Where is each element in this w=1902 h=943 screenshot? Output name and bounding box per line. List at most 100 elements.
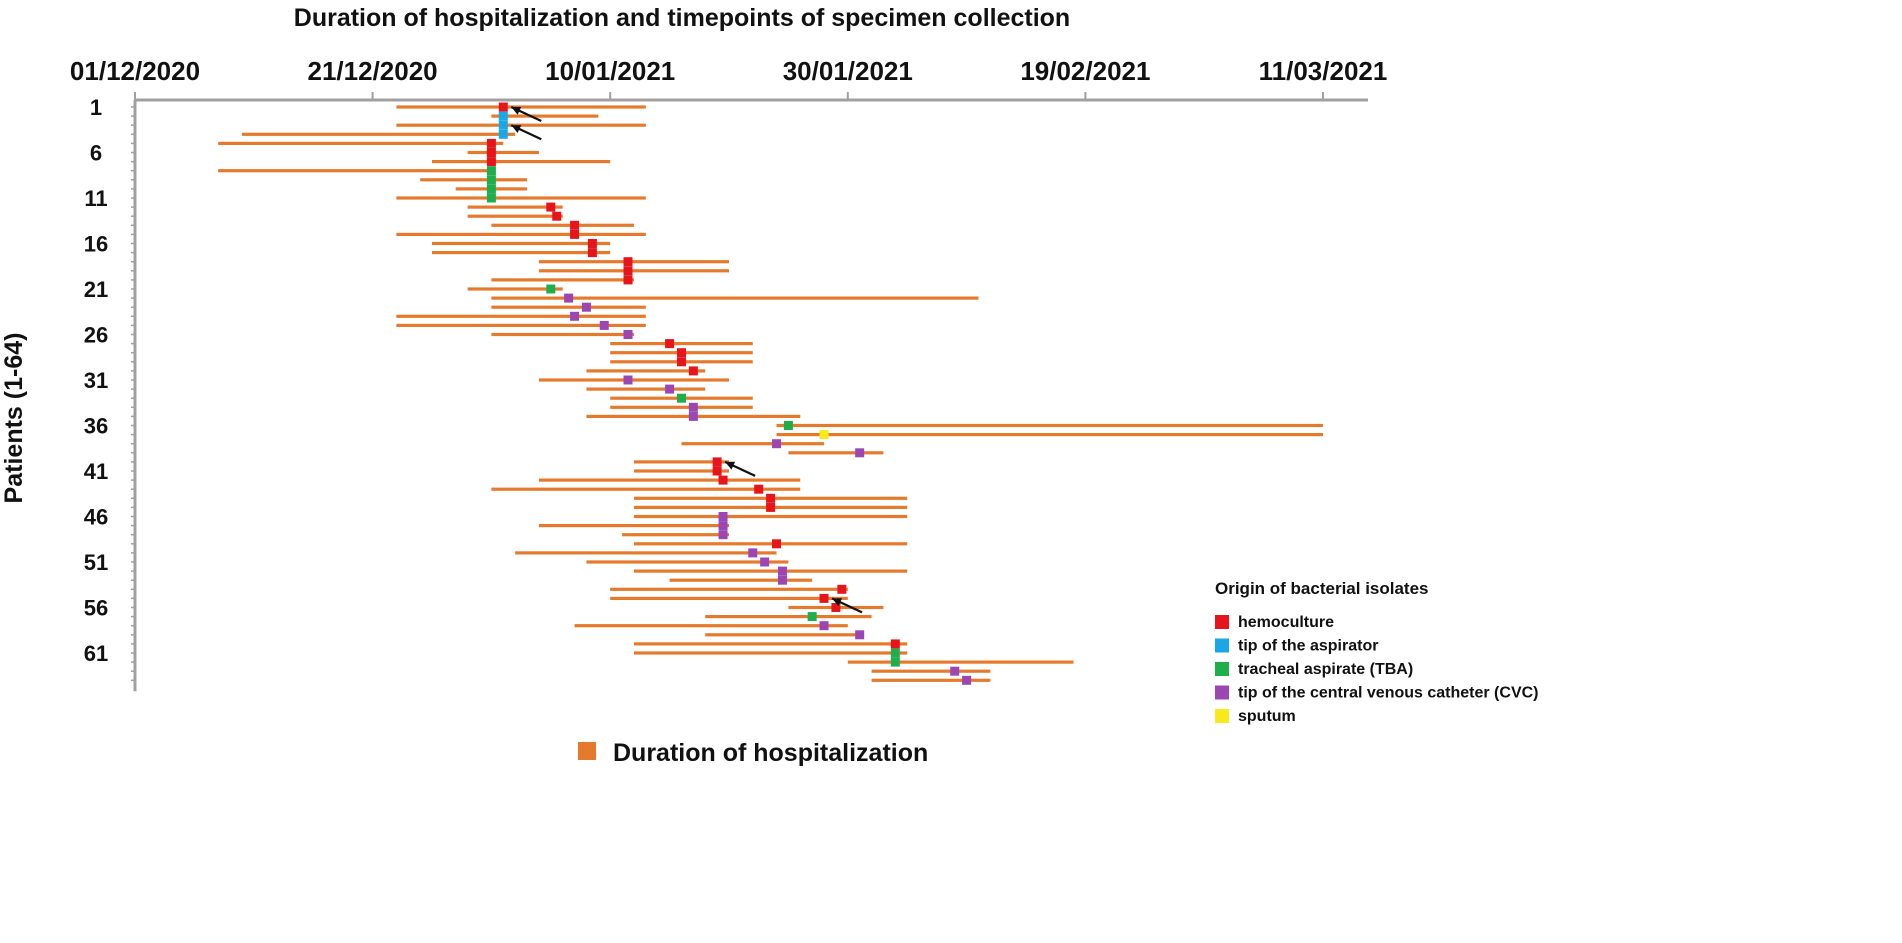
patient-bar-63	[871, 669, 991, 673]
patient-bar-26	[491, 332, 634, 337]
patient-bar-46	[633, 514, 908, 519]
patient-bar-47	[538, 524, 729, 528]
x-tick-label-4: 19/02/2021	[1020, 56, 1150, 86]
specimen-marker-41	[712, 466, 722, 476]
specimen-marker-47	[718, 521, 728, 531]
specimen-marker-15	[570, 229, 580, 239]
patient-bar-4	[241, 132, 516, 136]
x-tick-label-3: 30/01/2021	[783, 56, 913, 86]
patient-bar-30	[586, 369, 706, 373]
specimen-marker-43	[754, 484, 764, 494]
y-tick-label-10: 51	[84, 550, 108, 575]
y-tick-label-4: 21	[84, 277, 108, 302]
specimen-marker-5	[486, 138, 496, 148]
specimen-marker-40	[712, 457, 722, 467]
specimen-marker-11	[486, 193, 496, 203]
specimen-marker-53	[777, 575, 787, 585]
patient-bar-23	[491, 305, 646, 309]
specimen-marker-24	[570, 311, 580, 321]
legend-swatch-sputum	[1215, 709, 1229, 723]
patient-bar-14	[491, 223, 634, 227]
patient-bar-6	[467, 150, 539, 155]
patient-bar-60	[633, 642, 908, 646]
patient-bar-20	[491, 278, 634, 282]
x-tick-label-2: 10/01/2021	[545, 56, 675, 86]
specimen-marker-50	[748, 548, 758, 558]
specimen-marker-29	[676, 357, 686, 367]
specimen-marker-37	[819, 430, 829, 440]
specimen-marker-17	[587, 248, 597, 258]
legend-label-tba: tracheal aspirate (TBA)	[1238, 661, 1413, 678]
specimen-marker-62	[890, 657, 900, 667]
specimen-marker-51	[760, 557, 770, 567]
y-tick-label-3: 16	[84, 232, 108, 257]
patient-bar-64	[871, 678, 991, 682]
specimen-marker-44	[766, 493, 776, 503]
specimen-markers	[486, 102, 972, 685]
patient-bar-42	[538, 478, 801, 482]
patient-bar-18	[538, 260, 729, 264]
y-tick-label-9: 46	[84, 505, 108, 530]
patient-bar-58	[574, 624, 848, 628]
hospitalization-bars	[218, 105, 1323, 682]
specimen-marker-38	[772, 439, 782, 449]
specimen-marker-27	[665, 339, 675, 349]
bottom-legend-swatch	[578, 742, 596, 760]
specimen-marker-56	[831, 603, 841, 612]
specimen-marker-3	[498, 120, 508, 130]
patient-bar-32	[586, 387, 706, 391]
patient-bar-61	[633, 651, 908, 655]
legend-swatch-aspirator	[1215, 638, 1229, 653]
patient-bar-11	[396, 196, 646, 200]
patient-bar-22	[491, 296, 979, 300]
patient-bar-40	[633, 460, 729, 464]
patient-bar-34	[610, 405, 753, 409]
specimen-marker-55	[819, 593, 829, 603]
patient-bar-15	[396, 232, 646, 236]
patient-bar-37	[776, 433, 1323, 437]
bottom-legend-label: Duration of hospitalization	[613, 739, 928, 767]
specimen-marker-49	[772, 539, 782, 549]
specimen-marker-33	[676, 393, 686, 403]
specimen-marker-60	[890, 639, 900, 649]
patient-bar-49	[633, 542, 908, 546]
patient-bar-12	[467, 205, 563, 209]
specimen-marker-10	[486, 184, 496, 194]
specimen-marker-22	[564, 293, 574, 303]
patient-bar-53	[669, 578, 813, 582]
legend-label-cvc: tip of the central venous catheter (CVC)	[1238, 685, 1539, 702]
arrow-head-1	[511, 125, 522, 133]
legend-title: Origin of bacterial isolates	[1215, 579, 1429, 598]
specimen-marker-18	[623, 257, 633, 267]
specimen-marker-23	[581, 302, 591, 312]
specimen-marker-45	[766, 502, 776, 512]
specimen-marker-8	[486, 166, 496, 176]
specimen-marker-16	[587, 239, 597, 248]
specimen-marker-28	[676, 348, 686, 358]
specimen-marker-52	[777, 566, 787, 576]
specimen-marker-58	[819, 621, 829, 631]
patient-bar-54	[610, 587, 848, 591]
specimen-marker-14	[570, 220, 580, 230]
patient-bar-62	[847, 660, 1074, 664]
specimen-marker-32	[665, 384, 675, 394]
patient-bar-25	[396, 323, 646, 327]
patient-bar-9	[420, 178, 528, 182]
specimen-marker-31	[623, 375, 633, 385]
specimen-marker-61	[890, 648, 900, 658]
patient-bar-16	[432, 241, 611, 246]
y-tick-label-2: 11	[84, 186, 107, 211]
specimen-marker-46	[718, 512, 728, 521]
patient-bar-38	[681, 442, 825, 446]
patient-bar-31	[538, 378, 729, 382]
specimen-marker-57	[807, 612, 817, 622]
arrow-head-3	[832, 598, 843, 607]
patient-bar-41	[633, 469, 729, 473]
specimen-marker-9	[486, 175, 496, 185]
patient-bar-57	[705, 615, 872, 619]
y-tick-label-6: 31	[84, 368, 108, 393]
specimen-marker-54	[837, 584, 847, 594]
patient-bar-7	[432, 160, 611, 164]
